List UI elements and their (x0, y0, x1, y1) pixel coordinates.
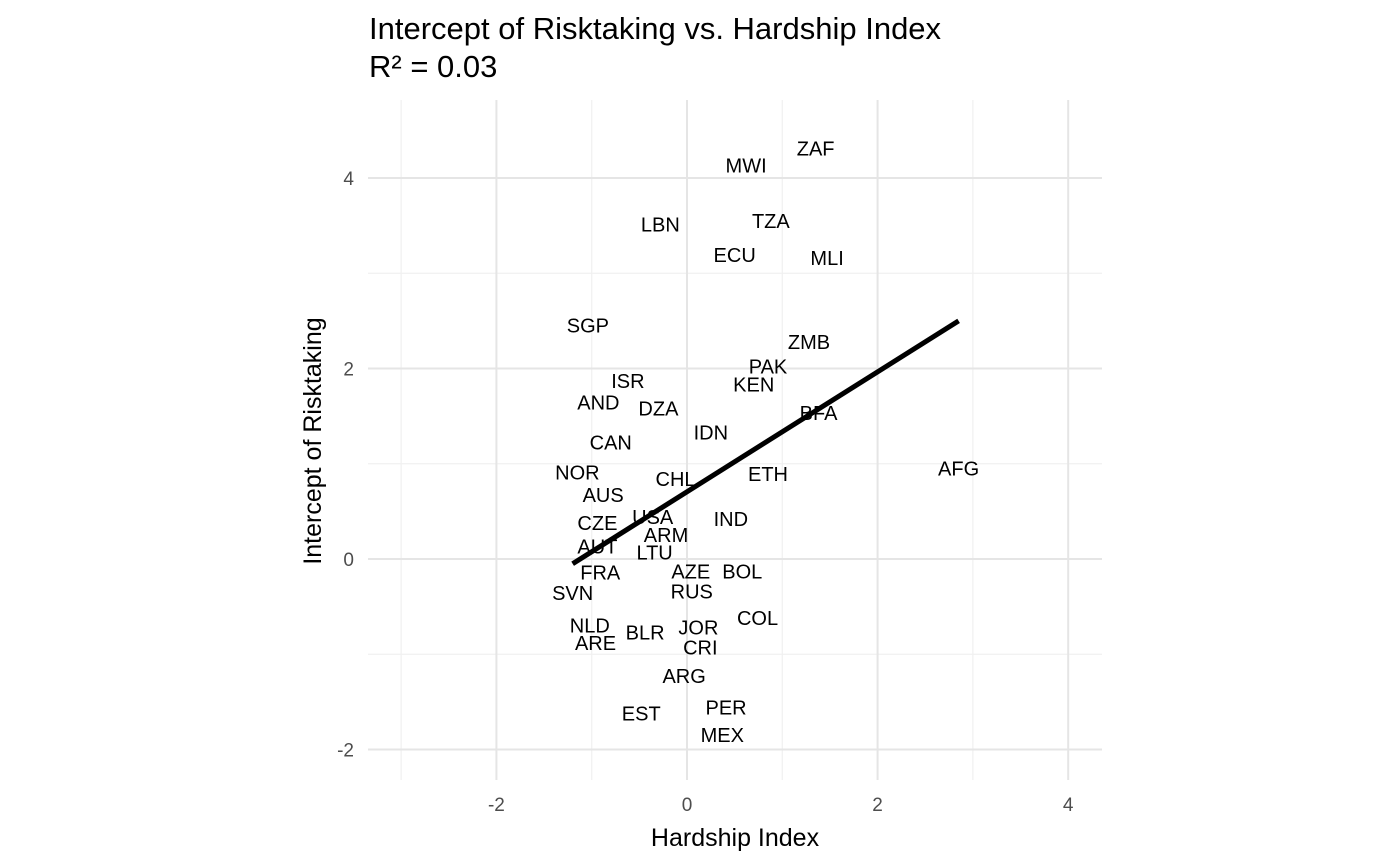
point-label-per: PER (706, 698, 747, 720)
point-label-zmb: ZMB (788, 332, 830, 354)
point-label-arm: ARM (644, 525, 688, 547)
point-label-nor: NOR (555, 462, 599, 484)
point-label-rus: RUS (671, 581, 713, 603)
point-label-ltu: LTU (636, 542, 672, 564)
y-axis-title: Intercept of Risktaking (299, 317, 327, 564)
point-label-chl: CHL (656, 469, 696, 491)
chart-subtitle: R² = 0.03 (369, 49, 497, 84)
chart-title: Intercept of Risktaking vs. Hardship Ind… (369, 11, 942, 46)
point-label-est: EST (622, 703, 661, 725)
y-tick-label: -2 (337, 741, 354, 762)
point-label-bfa: BFA (800, 403, 838, 425)
point-label-pak: PAK (749, 357, 788, 379)
y-tick-label: 0 (343, 550, 354, 571)
regression-line (571, 318, 960, 566)
point-label-idn: IDN (694, 422, 728, 444)
x-tick-label: 2 (872, 795, 883, 816)
point-label-lbn: LBN (641, 215, 680, 237)
point-label-isr: ISR (611, 371, 644, 393)
point-label-are: ARE (575, 633, 616, 655)
point-label-aus: AUS (583, 485, 624, 507)
point-label-mex: MEX (701, 725, 744, 747)
point-label-ken: KEN (733, 375, 774, 397)
y-tick-label: 4 (343, 169, 354, 190)
y-tick-label: 2 (343, 360, 354, 381)
point-label-mli: MLI (810, 248, 843, 270)
point-label-can: CAN (590, 433, 632, 455)
point-label-cri: CRI (683, 638, 717, 660)
point-label-tza: TZA (752, 211, 790, 233)
point-label-zaf: ZAF (797, 138, 835, 160)
point-label-sgp: SGP (567, 316, 609, 338)
point-label-blr: BLR (626, 622, 665, 644)
point-label-cze: CZE (577, 513, 617, 535)
x-axis-title: Hardship Index (651, 824, 820, 852)
point-label-ecu: ECU (714, 245, 756, 267)
point-label-jor: JOR (678, 618, 718, 640)
point-label-bol: BOL (722, 561, 762, 583)
grid-lines (368, 100, 1102, 780)
x-tick-label: 0 (682, 795, 693, 816)
point-label-mwi: MWI (726, 156, 767, 178)
x-tick-label: 4 (1063, 795, 1074, 816)
point-label-ind: IND (714, 509, 748, 531)
point-label-col: COL (737, 608, 778, 630)
point-label-dza: DZA (638, 398, 679, 420)
x-tick-label: -2 (488, 795, 505, 816)
tick-labels: -2 0 2 4 -2 0 2 4 (337, 169, 1074, 816)
point-label-nld: NLD (570, 616, 610, 638)
point-label-and: AND (577, 393, 619, 415)
point-label-afg: AFG (938, 458, 979, 480)
point-label-aze: AZE (671, 561, 710, 583)
point-label-arg: ARG (662, 666, 705, 688)
point-label-eth: ETH (748, 464, 788, 486)
point-label-usa: USA (632, 507, 674, 529)
point-label-svn: SVN (552, 583, 593, 605)
regression-line-group (571, 318, 960, 566)
point-label-fra: FRA (580, 562, 621, 584)
